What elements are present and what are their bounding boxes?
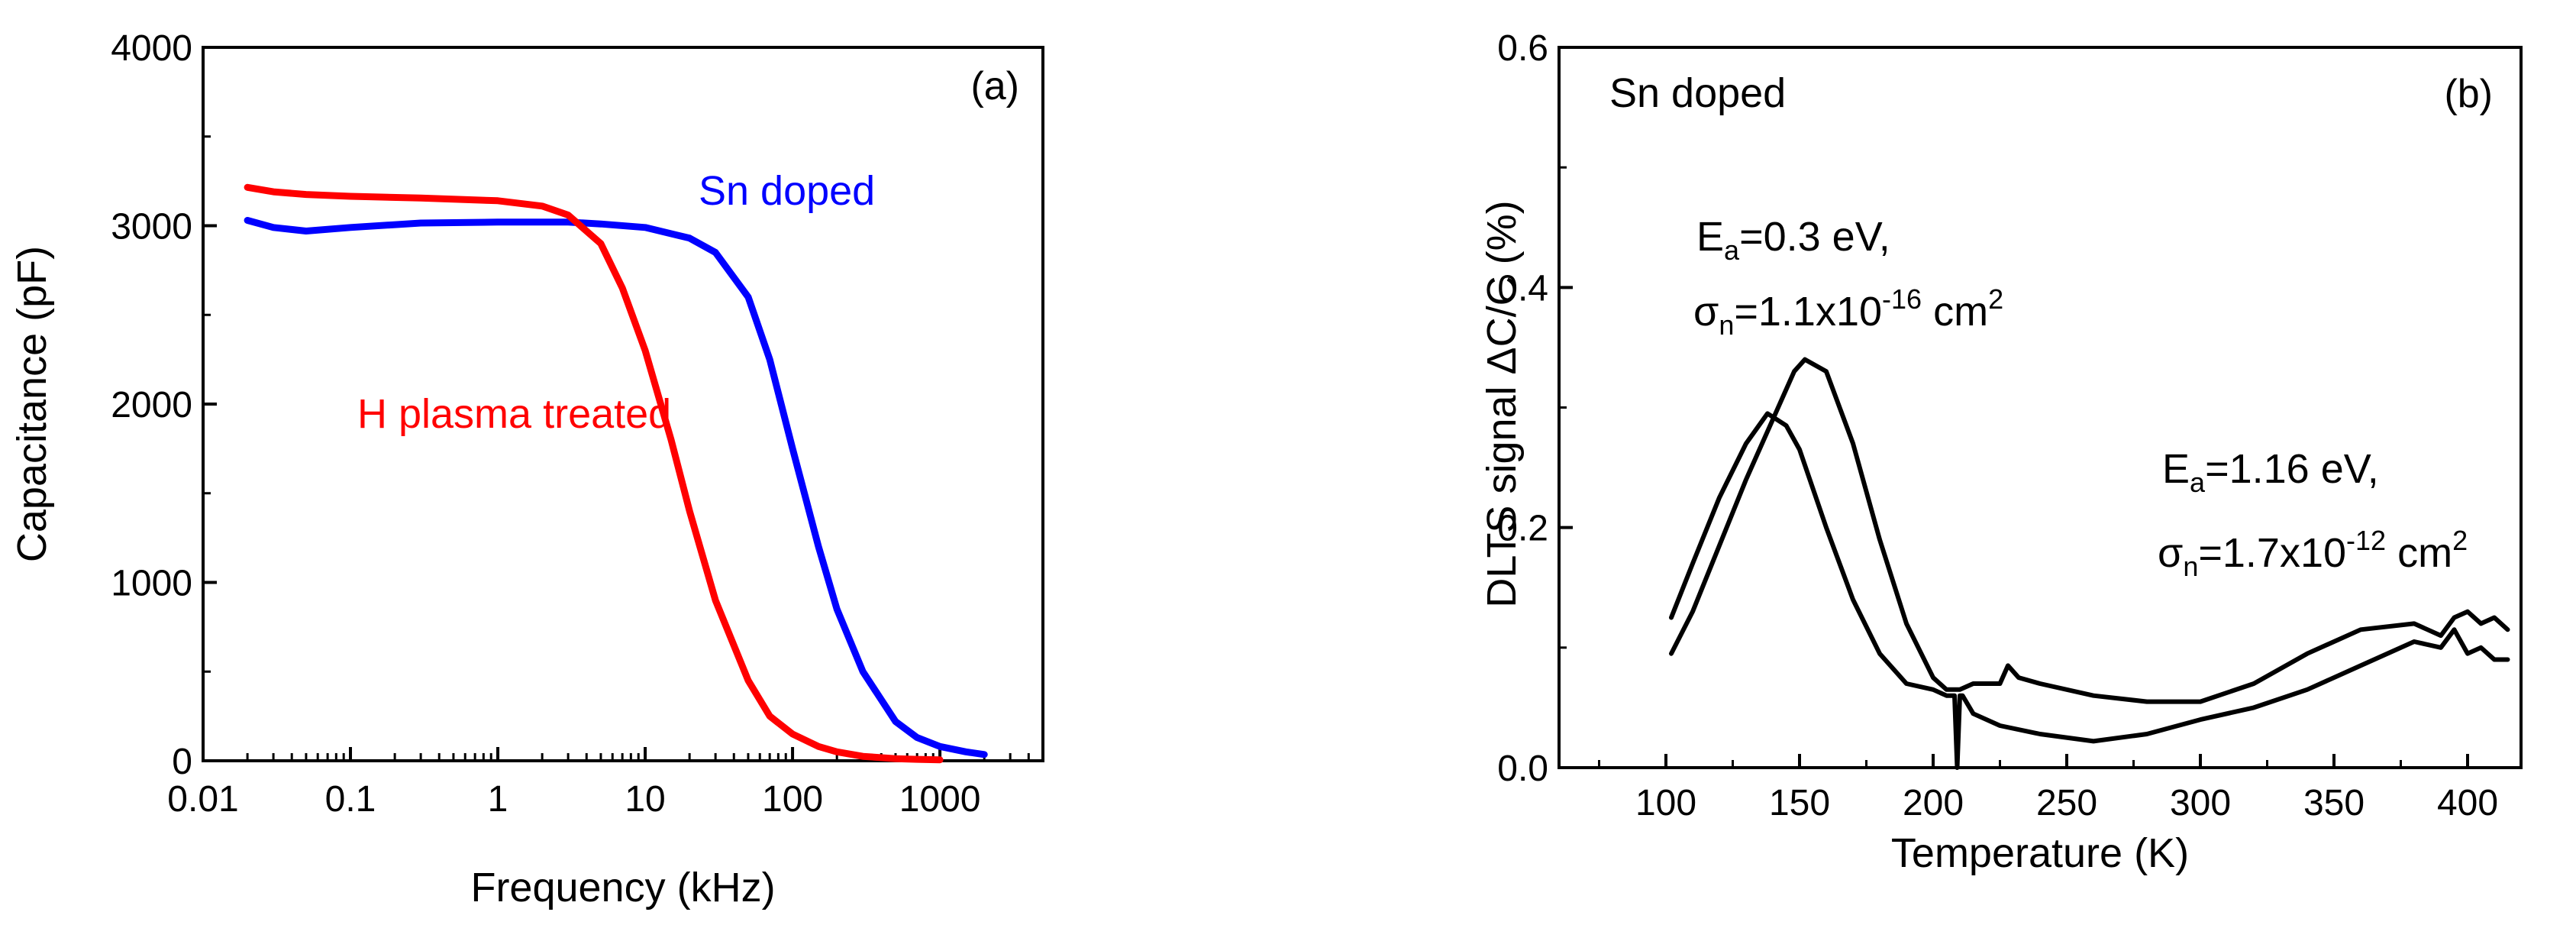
- panel-a-x-tick-label: 0.01: [167, 779, 238, 820]
- panel-b-series-line-1: [1669, 411, 2510, 770]
- panel-a-x-axis-title: Frequency (kHz): [470, 865, 775, 910]
- panel-a-y-axis-title: Capacitance (pF): [9, 246, 55, 562]
- panel-b-x-tick-label: 150: [1769, 783, 1830, 823]
- panel-b-x-tick-label: 250: [2036, 783, 2097, 823]
- panel-a-y-tick-label: 2000: [111, 385, 192, 425]
- panel-b-y-tick-label: 0.2: [1497, 509, 1548, 549]
- panel-a-series-line-h-plasma-treated: [244, 183, 944, 764]
- legend-label-h-plasma-treated: H plasma treated: [357, 391, 671, 437]
- panel-b-x-tick-label: 200: [1903, 783, 1964, 823]
- panel-a-y-ticks: 0 1000 2000 3000 4000: [111, 28, 217, 782]
- panel-b-x-ticks: 100 150 200 250 300 350 400: [1598, 754, 2498, 823]
- panel-b: 100 150 200 250 300 350 400 0.0 0.2 0.4 0.6 Tempe…: [1479, 28, 2523, 876]
- panel-b-label: (b): [2444, 72, 2493, 116]
- panel-a-series-line-sn-doped: [244, 217, 988, 758]
- panel-b-y-ticks: 0.0 0.2 0.4 0.6: [1497, 28, 1573, 789]
- annotation-peak-1-activation: Ea=0.3 eV,: [1696, 214, 1890, 266]
- panel-b-x-tick-label: 300: [2170, 783, 2231, 823]
- panel-b-x-tick-label: 350: [2303, 783, 2365, 823]
- panel-b-y-tick-label: 0.0: [1497, 749, 1548, 789]
- panel-b-y-tick-label: 0.6: [1497, 28, 1548, 69]
- panel-a-x-tick-label: 1000: [899, 779, 981, 820]
- panel-a-y-tick-label: 1000: [111, 564, 192, 604]
- legend-label-sn-doped: Sn doped: [699, 168, 875, 214]
- panel-a-x-ticks: 0.01 0.1 1 10 100 1000: [167, 747, 1044, 820]
- panel-b-title: Sn doped: [1609, 70, 1786, 116]
- panel-b-x-tick-label: 100: [1635, 783, 1696, 823]
- panel-a-x-tick-label: 1: [488, 779, 508, 820]
- panel-b-x-tick-label: 400: [2437, 783, 2498, 823]
- panel-a-y-tick-label: 0: [172, 742, 192, 782]
- panel-b-series: [1669, 357, 2510, 770]
- panel-a-label: (a): [970, 64, 1019, 108]
- panel-a-y-tick-label: 4000: [111, 28, 192, 69]
- panel-a-x-tick-label: 10: [625, 779, 665, 820]
- panel-b-y-axis-title: DLTS signal ΔC/C (%): [1479, 200, 1525, 607]
- annotation-peak-1-cross-section: σn=1.1x10-16 cm2: [1693, 283, 2003, 341]
- panel-a-y-tick-label: 3000: [111, 207, 192, 247]
- annotation-peak-2-activation: Ea=1.16 eV,: [2162, 446, 2379, 498]
- panel-a-x-tick-label: 0.1: [325, 779, 376, 820]
- panel-b-x-axis-title: Temperature (K): [1891, 830, 2189, 876]
- panel-a-series: [244, 183, 988, 764]
- annotation-peak-2-cross-section: σn=1.7x10-12 cm2: [2158, 525, 2468, 582]
- panel-a-x-tick-label: 100: [762, 779, 823, 820]
- panel-b-y-tick-label: 0.4: [1497, 268, 1548, 309]
- panel-a: 0.01 0.1 1 10 100 1000 0 1000 2000 3000 4000 Freq…: [9, 28, 1044, 910]
- panel-b-series-line-2: [1669, 357, 2510, 704]
